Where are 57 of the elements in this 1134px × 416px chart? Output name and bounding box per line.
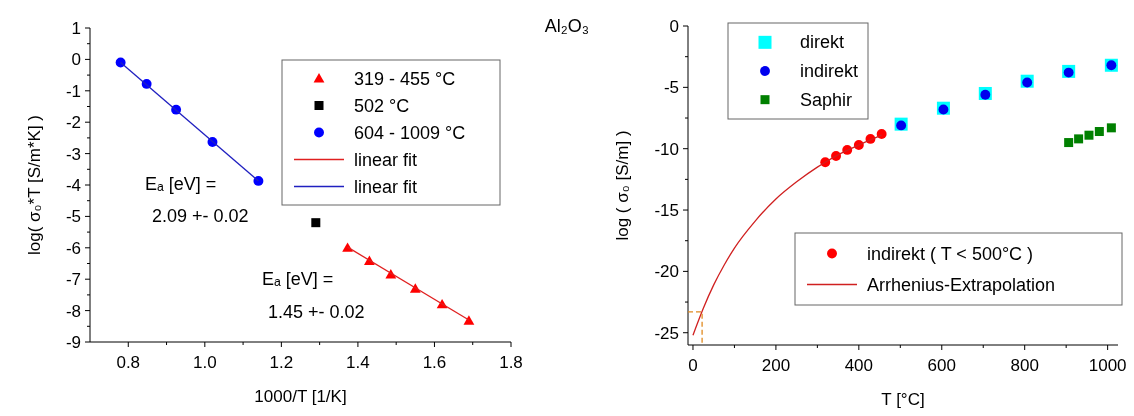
y-tick-label: -4 <box>65 176 81 195</box>
legend-label: 319 - 455 °C <box>354 68 456 89</box>
legend-label: indirekt ( T < 500°C ) <box>867 243 1034 264</box>
x-tick-label: 1.4 <box>346 353 370 372</box>
y-tick-label: -5 <box>663 78 679 98</box>
point <box>1106 123 1116 133</box>
y-tick-label: -3 <box>65 144 81 164</box>
chart-title: Al₂O₃ <box>544 16 590 36</box>
legend-label: linear fit <box>354 149 418 170</box>
point <box>1094 127 1104 137</box>
x-tick-label: 1.2 <box>269 353 294 372</box>
point <box>876 129 887 139</box>
y-tick-label: -9 <box>65 333 81 352</box>
x-axis-title: 1000/T [1/K] <box>254 387 347 406</box>
legend-label: linear fit <box>354 176 418 197</box>
y-tick-label: -25 <box>654 323 679 343</box>
legend-label: indirekt <box>800 61 859 81</box>
y-axis-title: log ( σ₀ [S/m] ) <box>613 130 632 241</box>
y-tick-label: -1 <box>65 81 81 101</box>
y-tick-label: -2 <box>65 113 81 133</box>
point <box>1084 130 1094 140</box>
x-axis-title: T [°C] <box>881 390 925 409</box>
point <box>311 218 321 228</box>
y-tick-label: -8 <box>65 301 81 321</box>
y-tick-label: -5 <box>65 207 81 227</box>
x-tick-label: 1000 <box>1088 356 1127 375</box>
x-tick-label: 400 <box>844 356 874 375</box>
y-tick-label: 1 <box>71 19 81 38</box>
point <box>1064 138 1074 148</box>
y-tick-label: -7 <box>65 270 81 290</box>
y-tick-label: -10 <box>654 139 679 159</box>
x-tick-label: 1.0 <box>193 353 217 372</box>
legend-label: 502 °C <box>354 95 410 116</box>
point <box>463 315 475 325</box>
legend-label: Saphir <box>800 89 853 110</box>
x-tick-label: 1.6 <box>422 353 447 372</box>
legend-label: direkt <box>800 32 845 53</box>
annotation: Eₐ [eV] = <box>262 269 334 289</box>
legend-label: Arrhenius-Extrapolation <box>867 274 1056 295</box>
y-tick-label: -20 <box>654 262 679 282</box>
x-tick-label: 0.8 <box>116 353 141 372</box>
x-tick-label: 600 <box>927 356 956 375</box>
y-tick-label: 0 <box>669 17 679 36</box>
legend-label: 604 - 1009 °C <box>354 122 466 143</box>
y-tick-label: 0 <box>71 50 81 70</box>
point <box>253 175 264 186</box>
x-tick-label: 200 <box>761 356 791 375</box>
x-tick-label: 0 <box>688 356 698 375</box>
annotation: 2.09 +- 0.02 <box>152 206 249 226</box>
point <box>1074 134 1084 144</box>
y-axis-title: log( σ₀*T [S/m*K] ) <box>25 114 44 256</box>
x-tick-label: 800 <box>1010 356 1039 375</box>
y-tick-label: -6 <box>65 238 81 258</box>
annotation: Eₐ [eV] = <box>145 174 217 194</box>
y-tick-label: -15 <box>654 201 679 221</box>
annotation: 1.45 +- 0.02 <box>268 302 365 322</box>
x-tick-label: 1.8 <box>499 353 523 372</box>
